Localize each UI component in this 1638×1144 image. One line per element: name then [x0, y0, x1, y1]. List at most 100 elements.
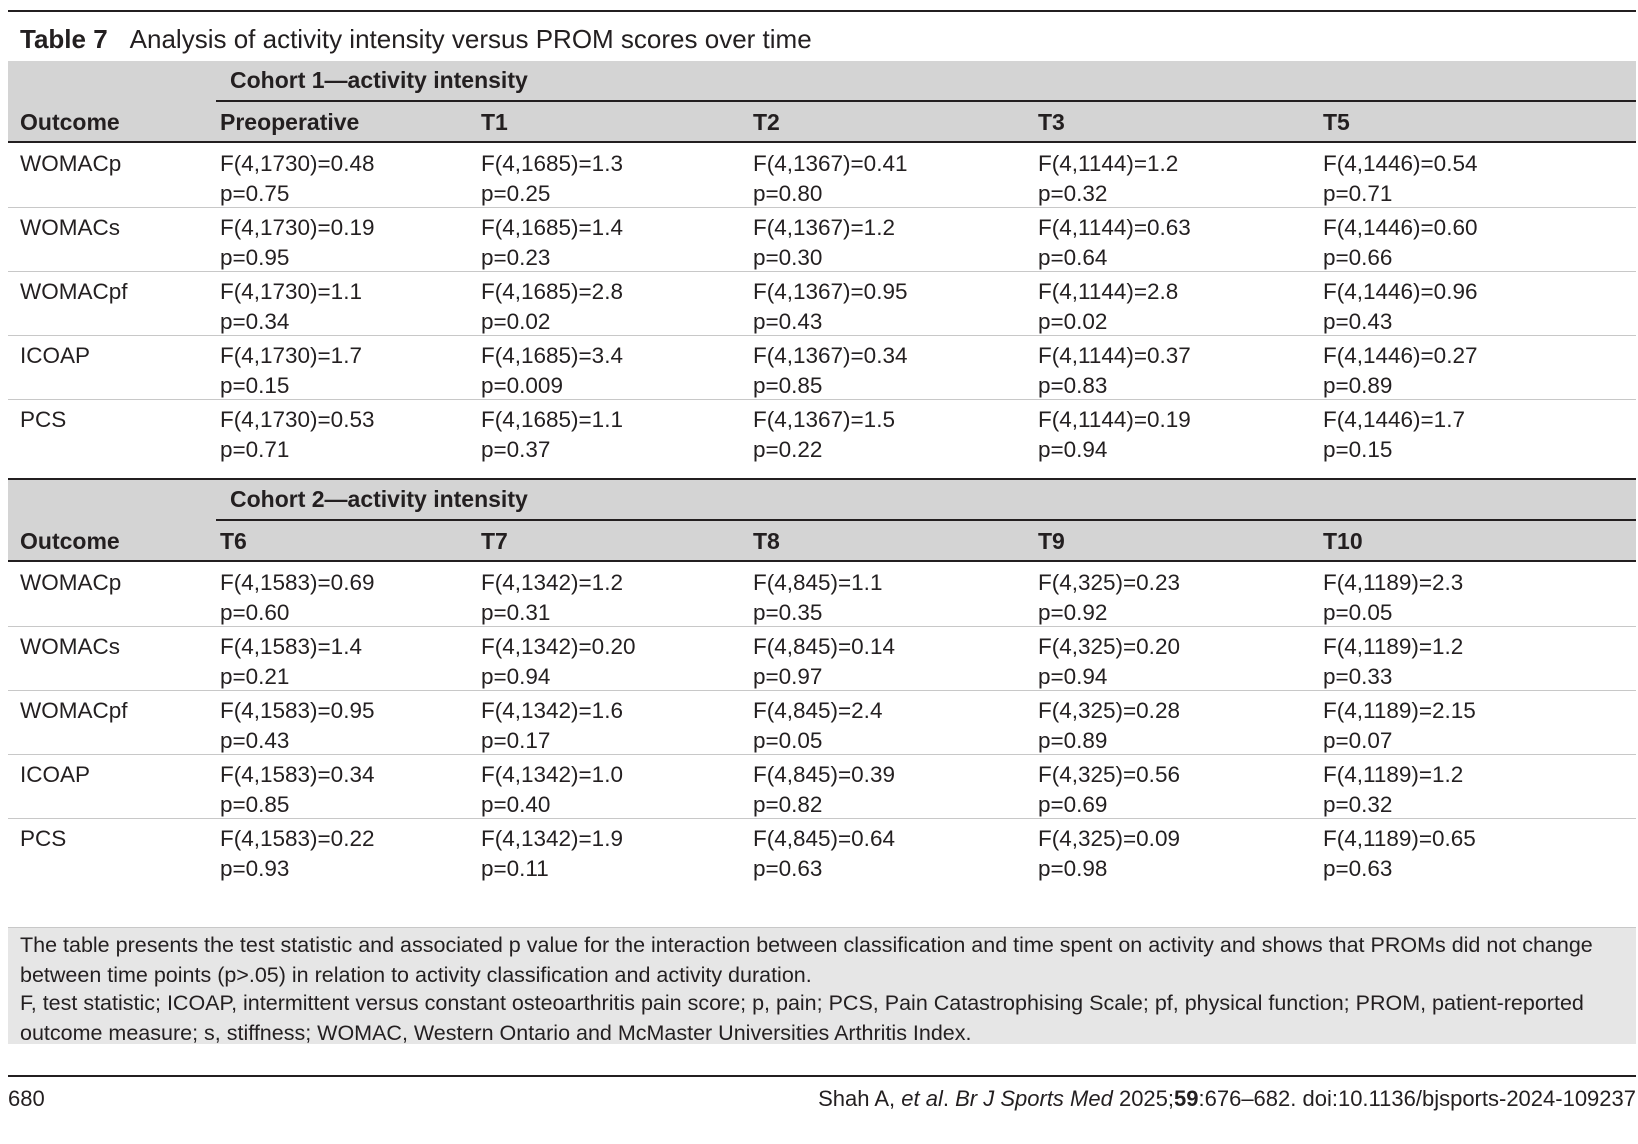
outcome-label: WOMACpf	[20, 279, 128, 304]
cohort-title: Cohort 1—activity intensity	[230, 67, 528, 93]
f-statistic: F(4,1583)=0.34	[220, 762, 375, 787]
p-value: p=0.30	[753, 245, 823, 270]
p-value: p=0.05	[753, 728, 823, 753]
footer-rule	[8, 1075, 1636, 1077]
f-statistic: F(4,1730)=1.7	[220, 343, 362, 368]
f-statistic: F(4,1342)=1.6	[481, 698, 623, 723]
column-header: T2	[753, 109, 780, 135]
f-statistic: F(4,1446)=1.7	[1323, 407, 1465, 432]
p-value: p=0.92	[1038, 600, 1108, 625]
table-row: WOMACp F(4,1730)=0.48 p=0.75 F(4,1685)=1.3 p…	[8, 143, 1636, 207]
p-value: p=0.97	[753, 664, 823, 689]
stat-cell: F(4,1367)=0.41 p=0.80	[753, 149, 907, 209]
stat-cell: F(4,1342)=1.9 p=0.11	[481, 824, 623, 884]
p-value: p=0.43	[753, 309, 823, 334]
stat-cell: F(4,1446)=0.60 p=0.66	[1323, 213, 1477, 273]
p-value: p=0.75	[220, 181, 290, 206]
f-statistic: F(4,1583)=0.95	[220, 698, 375, 723]
f-statistic: F(4,1583)=0.22	[220, 826, 375, 851]
f-statistic: F(4,1367)=0.95	[753, 279, 908, 304]
f-statistic: F(4,1189)=2.3	[1323, 570, 1464, 595]
stat-cell: F(4,1144)=0.63 p=0.64	[1038, 213, 1191, 273]
stat-cell: F(4,1367)=0.34 p=0.85	[753, 341, 907, 401]
column-header: T5	[1323, 109, 1350, 135]
f-statistic: F(4,325)=0.28	[1038, 698, 1180, 723]
stat-cell: F(4,845)=1.1 p=0.35	[753, 568, 882, 628]
p-value: p=0.40	[481, 792, 551, 817]
table-footnotes: The table presents the test statistic an…	[8, 928, 1636, 1045]
f-statistic: F(4,1583)=1.4	[220, 634, 362, 659]
stat-cell: F(4,1685)=2.8 p=0.02	[481, 277, 623, 337]
citation: Shah A, et al. Br J Sports Med 2025;59:6…	[818, 1086, 1636, 1111]
p-value: p=0.17	[481, 728, 551, 753]
f-statistic: F(4,1367)=1.2	[753, 215, 895, 240]
stat-cell: F(4,845)=0.39 p=0.82	[753, 760, 895, 820]
f-statistic: F(4,1446)=0.60	[1323, 215, 1478, 240]
outcome-label: PCS	[20, 407, 67, 432]
p-value: p=0.80	[753, 181, 823, 206]
table-row: ICOAP F(4,1583)=0.34 p=0.85 F(4,1342)=1.0 p=…	[8, 754, 1636, 818]
f-statistic: F(4,1685)=1.1	[481, 407, 623, 432]
row-separator	[8, 754, 1636, 755]
row-separator	[8, 927, 1636, 928]
f-statistic: F(4,1144)=2.8	[1038, 279, 1179, 304]
cohort-header: Cohort 2—activity intensity Outcome T6 T7 T8…	[8, 480, 1636, 560]
row-separator	[8, 399, 1636, 400]
outcome-label: WOMACs	[20, 215, 120, 240]
stat-cell: F(4,325)=0.56 p=0.69	[1038, 760, 1180, 820]
p-value: p=0.63	[753, 856, 823, 881]
stat-cell: F(4,1446)=1.7 p=0.15	[1323, 405, 1465, 465]
f-statistic: F(4,1446)=0.96	[1323, 279, 1478, 304]
f-statistic: F(4,325)=0.09	[1038, 826, 1180, 851]
f-statistic: F(4,845)=0.14	[753, 634, 895, 659]
stat-cell: F(4,325)=0.28 p=0.89	[1038, 696, 1180, 756]
outcome-label: WOMACp	[20, 570, 122, 595]
outcome-label: ICOAP	[20, 343, 91, 368]
stat-cell: F(4,1583)=0.34 p=0.85	[220, 760, 374, 820]
cohort-divider-rule	[8, 478, 1636, 480]
top-rule	[8, 10, 1636, 12]
stat-cell: F(4,1446)=0.27 p=0.89	[1323, 341, 1477, 401]
stat-cell: F(4,1730)=1.7 p=0.15	[220, 341, 362, 401]
f-statistic: F(4,1189)=1.2	[1323, 634, 1464, 659]
outcome-column-header: Outcome	[20, 109, 120, 135]
stat-cell: F(4,1342)=0.20 p=0.94	[481, 632, 635, 692]
table-row: ICOAP F(4,1730)=1.7 p=0.15 F(4,1685)=3.4 p=0…	[8, 335, 1636, 399]
row-separator	[8, 690, 1636, 691]
outcome-column-header: Outcome	[20, 528, 120, 554]
f-statistic: F(4,1144)=1.2	[1038, 151, 1179, 176]
outcome-label: WOMACp	[20, 151, 122, 176]
outcome-label: PCS	[20, 826, 67, 851]
p-value: p=0.32	[1323, 792, 1393, 817]
p-value: p=0.82	[753, 792, 823, 817]
f-statistic: F(4,1144)=0.19	[1038, 407, 1191, 432]
stat-cell: F(4,1189)=0.65 p=0.63	[1323, 824, 1476, 884]
p-value: p=0.31	[481, 600, 551, 625]
p-value: p=0.93	[220, 856, 290, 881]
f-statistic: F(4,1446)=0.54	[1323, 151, 1478, 176]
p-value: p=0.85	[220, 792, 290, 817]
f-statistic: F(4,1583)=0.69	[220, 570, 375, 595]
p-value: p=0.32	[1038, 181, 1108, 206]
f-statistic: F(4,325)=0.56	[1038, 762, 1180, 787]
column-header: Preoperative	[220, 109, 360, 135]
cohort-subrule	[216, 100, 1636, 102]
outcome-label: WOMACpf	[20, 698, 128, 723]
stat-cell: F(4,845)=2.4 p=0.05	[753, 696, 882, 756]
cohort-header: Cohort 1—activity intensity Outcome Preope…	[8, 61, 1636, 141]
f-statistic: F(4,1144)=0.63	[1038, 215, 1191, 240]
stat-cell: F(4,1583)=0.95 p=0.43	[220, 696, 374, 756]
f-statistic: F(4,1446)=0.27	[1323, 343, 1478, 368]
column-header: T1	[481, 109, 508, 135]
f-statistic: F(4,1342)=1.0	[481, 762, 623, 787]
table-title: Table 7 Analysis of activity intensity ve…	[20, 22, 812, 56]
p-value: p=0.71	[220, 437, 290, 462]
stat-cell: F(4,1144)=0.37 p=0.83	[1038, 341, 1191, 401]
p-value: p=0.66	[1323, 245, 1393, 270]
p-value: p=0.15	[220, 373, 290, 398]
stat-cell: F(4,1730)=0.19 p=0.95	[220, 213, 374, 273]
f-statistic: F(4,1730)=1.1	[220, 279, 362, 304]
p-value: p=0.94	[1038, 664, 1108, 689]
header-bottom-rule	[8, 560, 1636, 562]
page-number: 680	[8, 1086, 45, 1111]
